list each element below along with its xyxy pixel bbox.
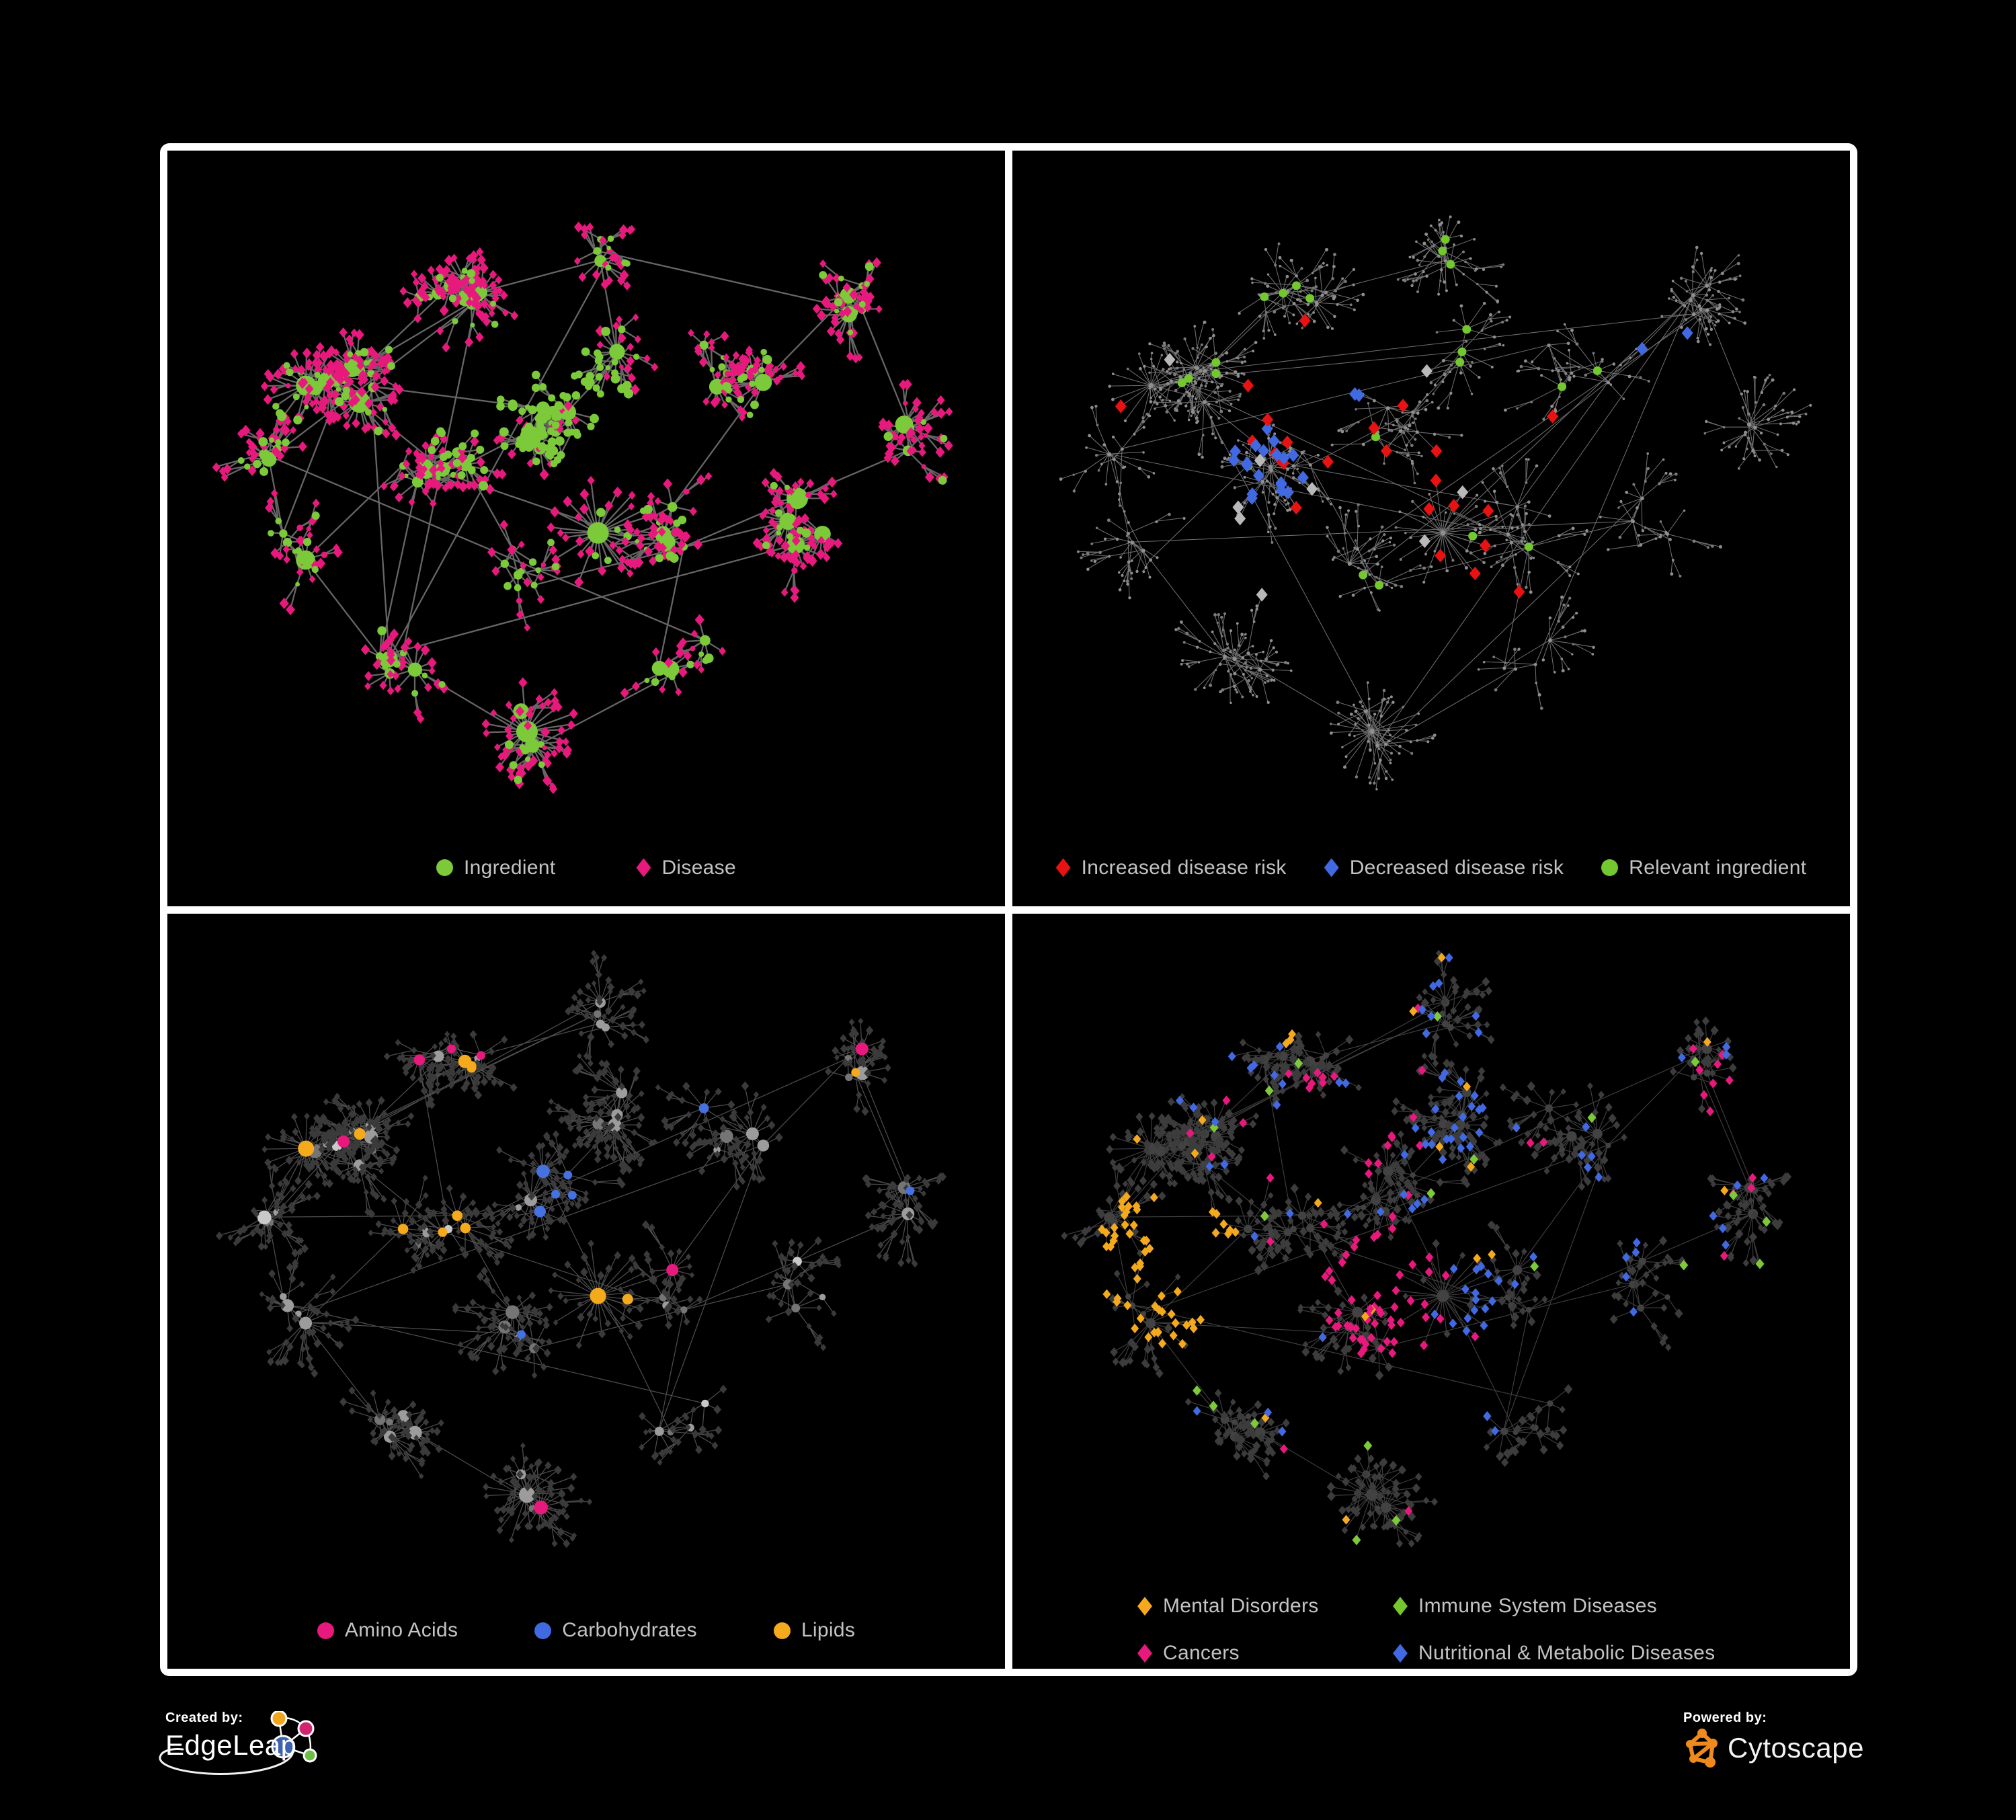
- legend-item: Disease: [636, 856, 736, 879]
- circle-marker-icon: [317, 1622, 334, 1639]
- panel-compound-classes: Amino Acids Carbohydrates Lipids: [167, 913, 1005, 1669]
- legend-label: Increased disease risk: [1081, 856, 1287, 879]
- legend: Ingredient Disease: [167, 857, 1005, 879]
- legend-item: Nutritional & Metabolic Diseases: [1393, 1642, 1715, 1665]
- legend-label: Lipids: [801, 1619, 856, 1641]
- legend-item: Relevant ingredient: [1601, 857, 1806, 879]
- diamond-marker-icon: [1137, 1597, 1152, 1616]
- legend-item: Increased disease risk: [1055, 856, 1287, 879]
- edgeleap-brand-text: EdgeLeap: [165, 1729, 297, 1761]
- legend-item: Carbohydrates: [534, 1619, 697, 1642]
- legend-item: Cancers: [1137, 1642, 1393, 1665]
- diamond-marker-icon: [636, 858, 651, 877]
- legend-item: Amino Acids: [317, 1619, 458, 1642]
- legend-label: Nutritional & Metabolic Diseases: [1418, 1642, 1716, 1664]
- panel-disease-risk: Increased disease risk Decreased disease …: [1012, 151, 1850, 906]
- circle-marker-icon: [436, 859, 454, 876]
- legend-label: Cancers: [1163, 1642, 1240, 1664]
- circle-marker-icon: [1601, 859, 1619, 876]
- legend: Mental Disorders Immune System Diseases Ca…: [1137, 1595, 1715, 1665]
- legend-label: Relevant ingredient: [1629, 856, 1807, 879]
- circle-marker-icon: [534, 1622, 552, 1639]
- legend-item: Decreased disease risk: [1324, 857, 1564, 879]
- powered-by-label: Powered by:: [1683, 1710, 1767, 1725]
- network-ingredient-disease: [212, 221, 953, 795]
- legend-label: Carbohydrates: [562, 1619, 697, 1641]
- legend-label: Disease: [661, 856, 736, 879]
- panel-disease-classes: Mental Disorders Immune System Diseases Ca…: [1012, 913, 1850, 1669]
- legend-item: Mental Disorders: [1137, 1595, 1393, 1618]
- diamond-marker-icon: [1324, 858, 1339, 877]
- network-disease-classes: [1061, 949, 1792, 1548]
- cytoscape-brand-text: Cytoscape: [1728, 1732, 1864, 1764]
- legend: Amino Acids Carbohydrates Lipids: [167, 1619, 1005, 1642]
- circle-marker-icon: [773, 1622, 791, 1639]
- panel-grid-frame: Ingredient Disease Increased disease risk…: [160, 143, 1857, 1676]
- network-compound-classes: [216, 949, 947, 1548]
- legend-item: Immune System Diseases: [1393, 1595, 1715, 1618]
- legend-label: Amino Acids: [344, 1619, 458, 1641]
- network-disease-risk: [1059, 215, 1812, 791]
- diamond-marker-icon: [1393, 1597, 1408, 1616]
- edgeleap-logo-icon: [159, 1711, 317, 1775]
- legend-item: Ingredient: [436, 857, 555, 879]
- legend-label: Decreased disease risk: [1349, 856, 1564, 879]
- legend-label: Mental Disorders: [1163, 1595, 1319, 1617]
- diamond-marker-icon: [1137, 1644, 1152, 1663]
- edgeleap-credit: Created by: EdgeLeap: [159, 1710, 380, 1798]
- cytoscape-credit: Powered by: Cytoscape: [1683, 1710, 1925, 1784]
- cytoscape-logo-icon: [1686, 1729, 1718, 1768]
- diamond-marker-icon: [1055, 858, 1071, 877]
- legend-label: Immune System Diseases: [1418, 1595, 1658, 1617]
- legend-label: Ingredient: [464, 856, 556, 879]
- legend: Increased disease risk Decreased disease …: [1012, 857, 1850, 879]
- panel-ingredient-disease: Ingredient Disease: [167, 151, 1005, 906]
- legend-item: Lipids: [773, 1619, 856, 1642]
- created-by-label: Created by:: [165, 1710, 243, 1725]
- diamond-marker-icon: [1393, 1644, 1408, 1663]
